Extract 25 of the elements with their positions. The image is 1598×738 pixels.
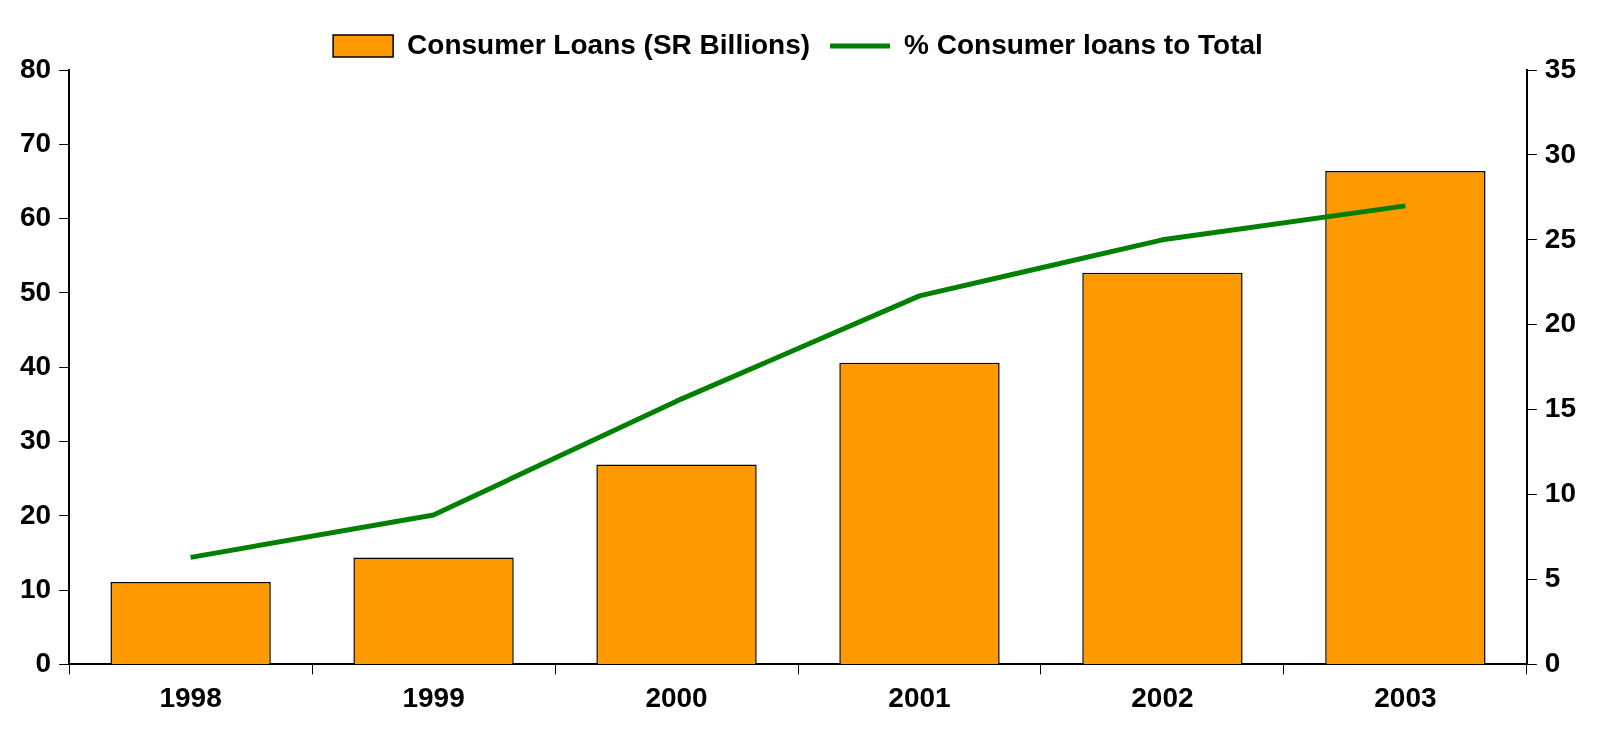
x-tick-label: 2000	[645, 681, 708, 713]
x-tick-label: 1998	[159, 681, 222, 713]
y2-tick-label: 15	[1544, 392, 1577, 424]
y-tick-label: 40	[19, 349, 52, 381]
y2-tick-label: 20	[1544, 307, 1577, 339]
x-tick-label: 1999	[402, 681, 465, 713]
y-tick-label: 60	[19, 201, 52, 233]
y-tick-label: 0	[35, 647, 52, 679]
y-tick-label: 80	[19, 52, 52, 84]
y-tick-label: 20	[19, 498, 52, 530]
x-tick-label: 2002	[1131, 681, 1194, 713]
y-tick-label: 30	[19, 424, 52, 456]
y2-tick-label: 10	[1544, 477, 1577, 509]
y-tick-label: 10	[19, 572, 52, 604]
y2-tick-label: 0	[1544, 647, 1561, 679]
y2-tick-label: 35	[1544, 52, 1577, 84]
x-tick-label: 2003	[1374, 681, 1437, 713]
y2-tick-label: 30	[1544, 137, 1577, 169]
y2-tick-label: 5	[1544, 562, 1561, 594]
y2-tick-label: 25	[1544, 222, 1577, 254]
x-tick-label: 2001	[888, 681, 951, 713]
legend-label: % Consumer loans to Total	[904, 28, 1263, 60]
y-tick-label: 50	[19, 275, 52, 307]
legend-label: Consumer Loans (SR Billions)	[407, 28, 811, 60]
y-tick-label: 70	[19, 127, 52, 159]
